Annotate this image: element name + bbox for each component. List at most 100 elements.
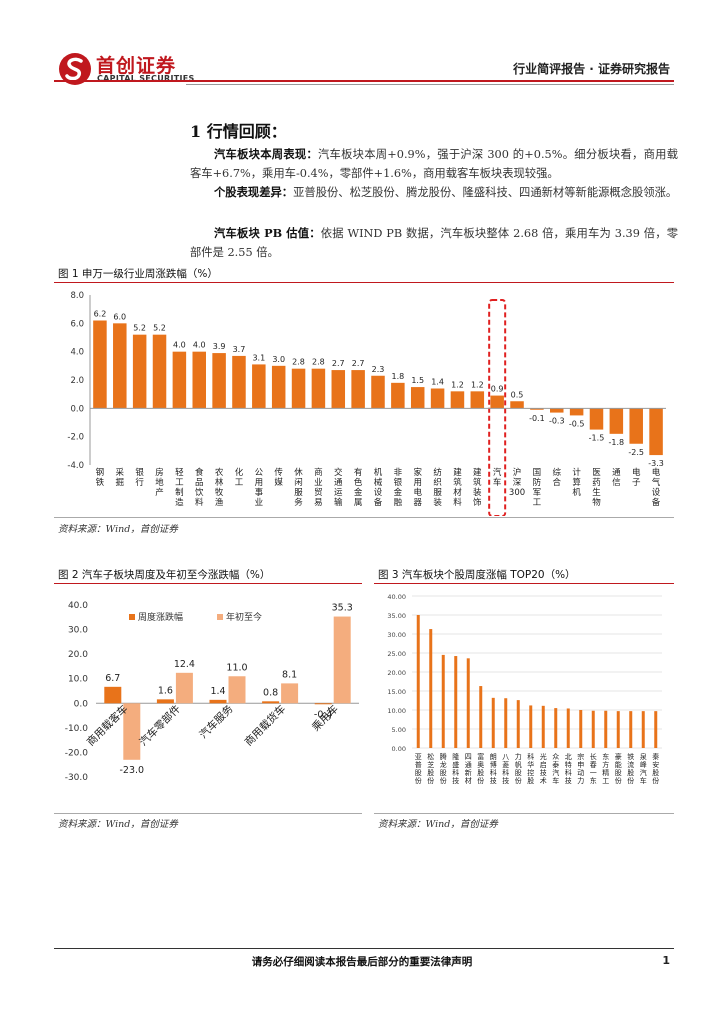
category-label: 国防军工 xyxy=(533,468,542,508)
bar xyxy=(410,387,425,409)
data-label: -0.4 xyxy=(314,709,333,720)
bar xyxy=(641,711,645,748)
category-label: 科华控股 xyxy=(527,752,534,785)
figure1-source-rule xyxy=(54,517,674,518)
bar xyxy=(331,370,346,409)
category-label: 四通新材 xyxy=(465,753,472,785)
data-label: -3.3 xyxy=(648,459,664,468)
data-label: 4.0 xyxy=(173,341,186,350)
bar xyxy=(450,391,465,409)
category-label: 采掘 xyxy=(116,467,125,488)
category-label: 公用事业 xyxy=(255,468,264,508)
data-label: 0.5 xyxy=(511,390,524,399)
paragraph-stock-performance: 个股表现差异：亚普股份、松芝股份、腾龙股份、隆盛科技、四通新材等新能源概念股领涨… xyxy=(190,183,678,202)
category-label: 化工 xyxy=(235,467,244,488)
category-label: 银行 xyxy=(135,467,144,488)
bar xyxy=(609,408,624,434)
data-label: -0.3 xyxy=(549,417,565,426)
data-label: 11.0 xyxy=(226,662,247,673)
data-label: -1.8 xyxy=(609,438,625,447)
y-tick-label: 0.00 xyxy=(392,745,406,753)
category-label: 计算机 xyxy=(572,467,581,498)
bar xyxy=(530,408,544,410)
figure2-title: 图 2 汽车子板块周度及年初至今涨跌幅（%） xyxy=(58,569,271,581)
category-label: 腾龙股份 xyxy=(440,752,447,785)
category-label: 交通运输 xyxy=(334,467,343,508)
bar xyxy=(579,710,583,748)
bar xyxy=(172,351,187,409)
category-label: 松芝股份 xyxy=(427,752,434,785)
data-label: 8.1 xyxy=(282,669,297,680)
company-name-en: CAPITAL SECURITIES xyxy=(97,74,195,83)
category-label: 有色金属 xyxy=(354,467,363,508)
data-label: 2.7 xyxy=(352,359,365,368)
category-label: 休闲服务 xyxy=(294,467,303,508)
category-label: 通信 xyxy=(612,467,621,488)
data-label: -1.5 xyxy=(589,434,605,443)
bar xyxy=(550,408,564,413)
category-label: 宗申动力 xyxy=(577,752,584,785)
legend-swatch xyxy=(129,614,135,620)
figure1-title: 图 1 申万一级行业周涨跌幅（%） xyxy=(58,268,218,280)
category-label: 汽车 xyxy=(493,467,502,488)
data-label: 1.8 xyxy=(391,372,404,381)
paragraph-lead: 汽车板块本周表现： xyxy=(214,147,318,161)
category-label: 非银金融 xyxy=(394,467,403,508)
bar xyxy=(516,700,520,748)
legend-label: 年初至今 xyxy=(226,611,262,623)
category-label: 综合 xyxy=(553,467,562,488)
bar xyxy=(93,320,107,409)
data-label: 3.0 xyxy=(272,355,285,364)
y-tick-label: 25.00 xyxy=(387,650,406,658)
industry-weekly-change-chart: 8.0 6.0 4.0 2.0 0.0 -2.0 -4.0 6.2 钢铁 6.0 采掘 5.2 银行 5.… xyxy=(67,291,666,516)
category-label: 农林牧渔 xyxy=(215,467,224,508)
company-logo-icon xyxy=(58,52,92,86)
category-label: 众泰汽车 xyxy=(552,753,559,785)
y-tick-label: -2.0 xyxy=(67,433,84,443)
category-label: 轻工制造 xyxy=(175,467,184,508)
bar xyxy=(566,708,570,748)
bar xyxy=(232,355,246,409)
y-tick-label: 30.0 xyxy=(68,626,88,636)
bar xyxy=(429,629,433,748)
bar xyxy=(569,408,584,416)
bar xyxy=(491,697,495,748)
data-label: 4.0 xyxy=(193,341,206,350)
category-label: 房地产 xyxy=(155,467,164,498)
bar xyxy=(209,699,227,704)
data-label: 3.7 xyxy=(233,345,246,354)
data-label: 2.8 xyxy=(312,358,325,367)
bar xyxy=(490,395,504,409)
category-label: 长春一东 xyxy=(590,752,597,785)
figure3-source: 资料来源：Wind，首创证券 xyxy=(378,819,498,830)
bar xyxy=(212,353,226,409)
data-label: 1.2 xyxy=(451,380,464,389)
bar xyxy=(604,710,608,748)
y-tick-label: 6.0 xyxy=(70,319,84,329)
data-label: 6.0 xyxy=(113,312,126,321)
y-tick-label: 30.00 xyxy=(387,631,406,639)
category-label: 东方精工 xyxy=(602,752,609,785)
y-tick-label: 10.0 xyxy=(68,675,88,685)
bar xyxy=(113,323,127,409)
header-divider xyxy=(54,80,674,82)
bar xyxy=(311,368,326,409)
y-tick-label: -20.0 xyxy=(65,748,89,758)
y-tick-label: 40.0 xyxy=(68,601,88,611)
report-type: 行业简评报告 · 证券研究报告 xyxy=(513,62,670,76)
bar xyxy=(504,698,508,748)
data-label: 0.9 xyxy=(491,385,504,394)
legend-swatch xyxy=(217,614,223,620)
data-label: 1.4 xyxy=(431,378,444,387)
category-label: 泉峰汽车 xyxy=(640,752,647,785)
data-label: 5.2 xyxy=(153,324,166,333)
bar xyxy=(541,705,545,748)
category-label: 医药生物 xyxy=(592,468,601,508)
bar xyxy=(629,408,643,444)
bar xyxy=(649,408,663,456)
data-label: 3.1 xyxy=(252,353,265,362)
category-label: 建筑材料 xyxy=(453,467,462,508)
bar xyxy=(262,701,280,704)
data-label: 2.8 xyxy=(292,358,305,367)
y-tick-label: 2.0 xyxy=(70,376,84,386)
